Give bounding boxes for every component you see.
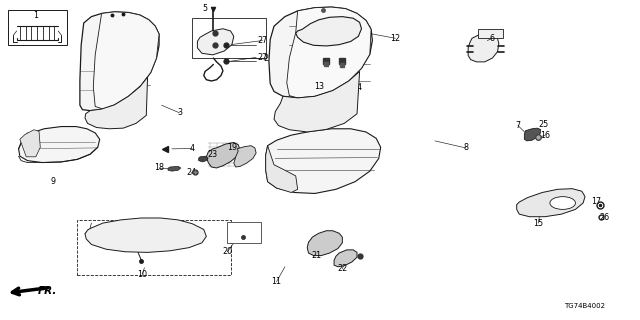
Text: 5: 5 [202, 4, 207, 13]
Text: 13: 13 [314, 82, 324, 91]
Polygon shape [334, 250, 357, 267]
Text: 18: 18 [154, 164, 164, 172]
Bar [192, 18, 266, 58]
Bar [77, 220, 230, 275]
Polygon shape [266, 146, 298, 193]
Polygon shape [80, 12, 159, 111]
Text: 27: 27 [257, 53, 268, 62]
Text: 1: 1 [33, 11, 38, 20]
Polygon shape [85, 77, 148, 129]
Polygon shape [234, 146, 256, 167]
Text: 20: 20 [222, 247, 232, 256]
Polygon shape [468, 34, 499, 62]
Polygon shape [19, 126, 100, 163]
Polygon shape [85, 218, 206, 252]
Text: 25: 25 [538, 120, 548, 129]
Polygon shape [516, 189, 585, 217]
Bar [227, 222, 260, 243]
Text: 22: 22 [337, 264, 348, 274]
Text: 16: 16 [540, 131, 550, 140]
Polygon shape [168, 166, 180, 171]
Text: 19: 19 [227, 143, 237, 152]
Polygon shape [274, 71, 360, 132]
Text: 6: 6 [490, 34, 495, 43]
Polygon shape [287, 7, 371, 98]
Polygon shape [524, 128, 540, 141]
Polygon shape [307, 231, 342, 256]
Text: 12: 12 [390, 34, 401, 43]
Text: 17: 17 [591, 197, 601, 206]
Bar [478, 29, 502, 38]
Text: 9: 9 [51, 177, 56, 186]
Text: FR.: FR. [38, 286, 57, 296]
Text: 11: 11 [271, 277, 282, 286]
Text: 23: 23 [207, 150, 218, 159]
Text: 14: 14 [352, 83, 362, 92]
Circle shape [550, 197, 575, 209]
Text: 8: 8 [463, 143, 468, 152]
Polygon shape [266, 129, 381, 194]
Text: 28: 28 [239, 234, 250, 243]
Text: 21: 21 [312, 251, 322, 260]
Text: 3: 3 [177, 108, 182, 117]
Text: 4: 4 [190, 144, 195, 153]
Text: 7: 7 [515, 121, 520, 130]
Polygon shape [93, 12, 159, 109]
Text: 10: 10 [138, 269, 147, 279]
Polygon shape [269, 7, 372, 98]
Text: 24: 24 [186, 168, 196, 177]
Bar [8, 10, 67, 45]
Polygon shape [197, 29, 234, 55]
Text: 26: 26 [599, 213, 609, 222]
Polygon shape [296, 17, 362, 46]
Polygon shape [198, 156, 208, 162]
Text: 2: 2 [263, 53, 268, 62]
Polygon shape [20, 130, 40, 157]
Text: TG74B4002: TG74B4002 [564, 303, 605, 309]
Polygon shape [206, 142, 240, 168]
Text: 27: 27 [257, 36, 268, 45]
Text: 15: 15 [533, 219, 543, 228]
